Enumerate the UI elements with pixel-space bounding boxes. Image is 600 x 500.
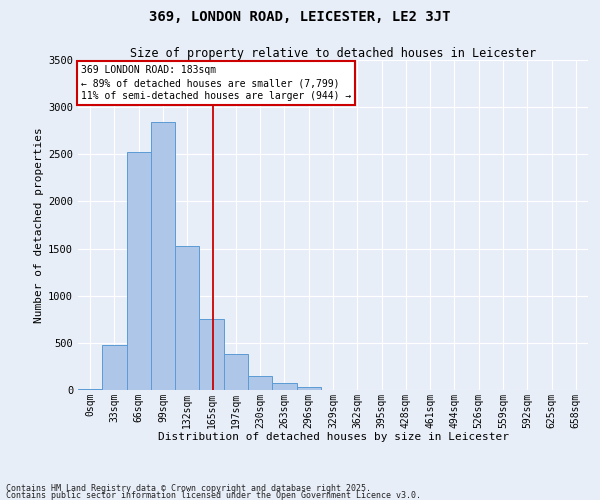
Bar: [175, 246, 199, 390]
Bar: [78, 388, 102, 390]
Text: Contains HM Land Registry data © Crown copyright and database right 2025.: Contains HM Land Registry data © Crown c…: [6, 484, 371, 493]
Bar: [272, 383, 296, 390]
Bar: [151, 122, 175, 390]
Bar: [102, 344, 127, 390]
X-axis label: Distribution of detached houses by size in Leicester: Distribution of detached houses by size …: [157, 432, 509, 442]
Bar: [199, 320, 224, 390]
Text: Contains public sector information licensed under the Open Government Licence v3: Contains public sector information licen…: [6, 492, 421, 500]
Bar: [296, 386, 321, 390]
Bar: [127, 152, 151, 390]
Y-axis label: Number of detached properties: Number of detached properties: [34, 127, 44, 323]
Text: 369, LONDON ROAD, LEICESTER, LE2 3JT: 369, LONDON ROAD, LEICESTER, LE2 3JT: [149, 10, 451, 24]
Bar: [224, 354, 248, 390]
Text: 369 LONDON ROAD: 183sqm
← 89% of detached houses are smaller (7,799)
11% of semi: 369 LONDON ROAD: 183sqm ← 89% of detache…: [80, 65, 351, 102]
Title: Size of property relative to detached houses in Leicester: Size of property relative to detached ho…: [130, 47, 536, 60]
Bar: [248, 376, 272, 390]
